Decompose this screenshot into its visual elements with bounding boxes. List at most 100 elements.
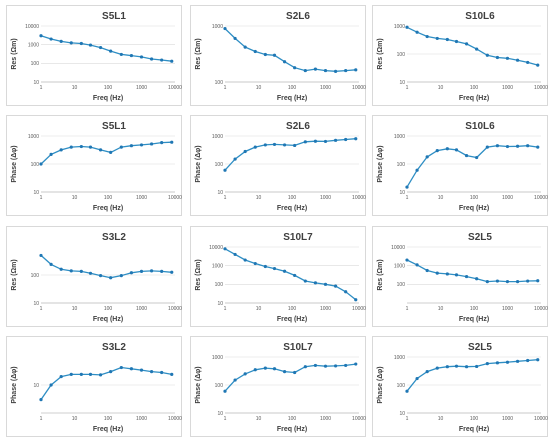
chart-svg: S2L6 100 1000 1 10 100 1000 10000 Freq (Hz) Res (… bbox=[195, 11, 366, 102]
x-axis-label: Freq (Hz) bbox=[459, 426, 489, 433]
x-tick-label: 100 bbox=[104, 85, 113, 91]
y-axis-label: Res (Ωm) bbox=[377, 38, 384, 69]
x-tick-label: 10 bbox=[438, 195, 444, 201]
data-point bbox=[98, 274, 103, 278]
data-point bbox=[435, 149, 439, 153]
data-point bbox=[495, 279, 500, 283]
x-tick-label: 1000 bbox=[320, 195, 331, 201]
data-point bbox=[39, 162, 43, 166]
data-point bbox=[272, 367, 277, 371]
chart-title: S5L1 bbox=[102, 121, 126, 132]
chart-title: S5L1 bbox=[102, 11, 126, 22]
x-tick-label: 1 bbox=[406, 416, 409, 422]
y-tick-label: 100 bbox=[31, 162, 40, 168]
data-point bbox=[475, 47, 479, 51]
x-tick-label: 10 bbox=[438, 416, 444, 422]
data-point bbox=[282, 370, 287, 374]
data-point bbox=[464, 42, 469, 46]
data-point bbox=[109, 49, 113, 53]
data-point bbox=[282, 60, 287, 64]
y-axis-label: Res (Ωm) bbox=[195, 38, 202, 69]
x-axis-label: Freq (Hz) bbox=[93, 426, 123, 433]
data-point bbox=[454, 148, 459, 152]
x-tick-label: 100 bbox=[470, 306, 479, 312]
y-tick-label: 1000 bbox=[394, 355, 405, 361]
x-tick-label: 1000 bbox=[320, 85, 331, 91]
chart-title: S2L6 bbox=[286, 11, 310, 22]
data-point bbox=[49, 262, 53, 266]
chart-panel-7: S10L7 10 100 1000 10000 1 10 100 1000 10000 Freq (… bbox=[190, 226, 366, 327]
series-line bbox=[406, 26, 538, 66]
data-point bbox=[303, 68, 307, 73]
y-tick-label: 10000 bbox=[391, 245, 405, 251]
data-point bbox=[263, 143, 267, 147]
x-tick-label: 100 bbox=[104, 416, 113, 422]
series-line bbox=[224, 138, 356, 171]
y-tick-label: 100 bbox=[397, 282, 406, 288]
chart-title: S10L7 bbox=[283, 232, 313, 243]
y-tick-label: 100 bbox=[215, 282, 224, 288]
x-tick-label: 100 bbox=[470, 416, 479, 422]
chart-panel-6: S3L2 10 100 1 10 100 1000 10000 Freq (Hz) Res (Ωm… bbox=[6, 226, 182, 327]
x-tick-label: 1000 bbox=[502, 195, 513, 201]
chart-title: S10L6 bbox=[465, 121, 495, 132]
data-point bbox=[160, 58, 164, 62]
data-point bbox=[313, 67, 318, 71]
data-point bbox=[454, 364, 459, 368]
data-point bbox=[475, 364, 479, 369]
data-point bbox=[59, 148, 63, 152]
x-tick-label: 1 bbox=[224, 195, 227, 201]
data-point bbox=[405, 185, 409, 189]
data-point bbox=[515, 58, 520, 62]
y-tick-label: 10 bbox=[217, 301, 223, 307]
x-tick-label: 10 bbox=[438, 85, 444, 91]
x-tick-label: 10 bbox=[72, 416, 78, 422]
data-point bbox=[505, 56, 510, 60]
data-point bbox=[129, 53, 134, 58]
x-tick-label: 100 bbox=[470, 85, 479, 91]
data-point bbox=[282, 143, 287, 147]
data-point bbox=[344, 68, 348, 73]
x-tick-label: 1 bbox=[40, 306, 43, 312]
y-tick-label: 1000 bbox=[394, 134, 405, 140]
x-tick-label: 10000 bbox=[168, 306, 182, 312]
y-tick-label: 100 bbox=[215, 80, 224, 86]
data-point bbox=[39, 253, 43, 258]
data-point bbox=[536, 279, 540, 283]
x-axis-label: Freq (Hz) bbox=[277, 316, 307, 323]
data-point bbox=[515, 359, 520, 363]
data-point bbox=[79, 144, 83, 149]
data-point bbox=[505, 144, 510, 149]
x-tick-label: 100 bbox=[288, 416, 297, 422]
y-tick-label: 1000 bbox=[212, 355, 223, 361]
data-point bbox=[354, 68, 358, 72]
data-point bbox=[243, 372, 247, 376]
data-point bbox=[526, 144, 530, 148]
data-point bbox=[88, 271, 93, 275]
data-point bbox=[129, 144, 134, 148]
chart-title: S2L6 bbox=[286, 121, 310, 132]
data-point bbox=[303, 365, 307, 369]
x-tick-label: 10 bbox=[438, 306, 444, 312]
data-point bbox=[272, 142, 277, 147]
data-point bbox=[526, 60, 530, 65]
y-tick-label: 1000 bbox=[212, 134, 223, 140]
data-point bbox=[464, 274, 469, 279]
x-tick-label: 1 bbox=[406, 195, 409, 201]
data-point bbox=[170, 372, 174, 376]
data-point bbox=[485, 280, 489, 284]
data-point bbox=[445, 37, 449, 42]
y-tick-label: 10 bbox=[399, 190, 405, 196]
data-point bbox=[243, 258, 247, 262]
data-point bbox=[515, 144, 520, 148]
x-axis-label: Freq (Hz) bbox=[277, 205, 307, 212]
data-point bbox=[88, 372, 93, 376]
x-tick-label: 1000 bbox=[502, 416, 513, 422]
data-point bbox=[253, 49, 257, 54]
y-tick-label: 1000 bbox=[28, 42, 39, 48]
x-tick-label: 10 bbox=[256, 195, 262, 201]
y-tick-label: 10 bbox=[217, 190, 223, 196]
